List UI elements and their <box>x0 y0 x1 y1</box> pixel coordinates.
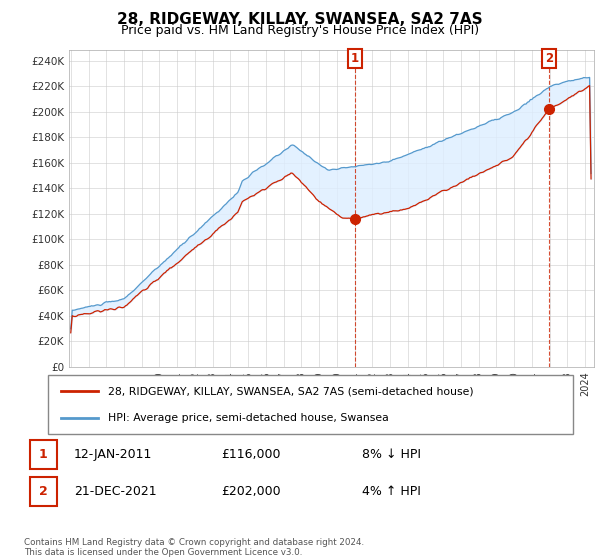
Text: 2: 2 <box>545 52 553 64</box>
Text: HPI: Average price, semi-detached house, Swansea: HPI: Average price, semi-detached house,… <box>109 413 389 423</box>
Text: 28, RIDGEWAY, KILLAY, SWANSEA, SA2 7AS: 28, RIDGEWAY, KILLAY, SWANSEA, SA2 7AS <box>117 12 483 27</box>
Text: £116,000: £116,000 <box>221 448 281 461</box>
Text: 12-JAN-2011: 12-JAN-2011 <box>74 448 152 461</box>
Text: 4% ↑ HPI: 4% ↑ HPI <box>362 485 421 498</box>
Text: 1: 1 <box>351 52 359 64</box>
Text: 21-DEC-2021: 21-DEC-2021 <box>74 485 156 498</box>
Text: 2: 2 <box>39 485 47 498</box>
Text: Contains HM Land Registry data © Crown copyright and database right 2024.
This d: Contains HM Land Registry data © Crown c… <box>24 538 364 557</box>
Text: 28, RIDGEWAY, KILLAY, SWANSEA, SA2 7AS (semi-detached house): 28, RIDGEWAY, KILLAY, SWANSEA, SA2 7AS (… <box>109 386 474 396</box>
Bar <box>29 440 57 469</box>
Text: 8% ↓ HPI: 8% ↓ HPI <box>362 448 421 461</box>
Text: Price paid vs. HM Land Registry's House Price Index (HPI): Price paid vs. HM Land Registry's House … <box>121 24 479 36</box>
Bar <box>29 477 57 506</box>
Text: £202,000: £202,000 <box>221 485 281 498</box>
Text: 1: 1 <box>39 448 47 461</box>
